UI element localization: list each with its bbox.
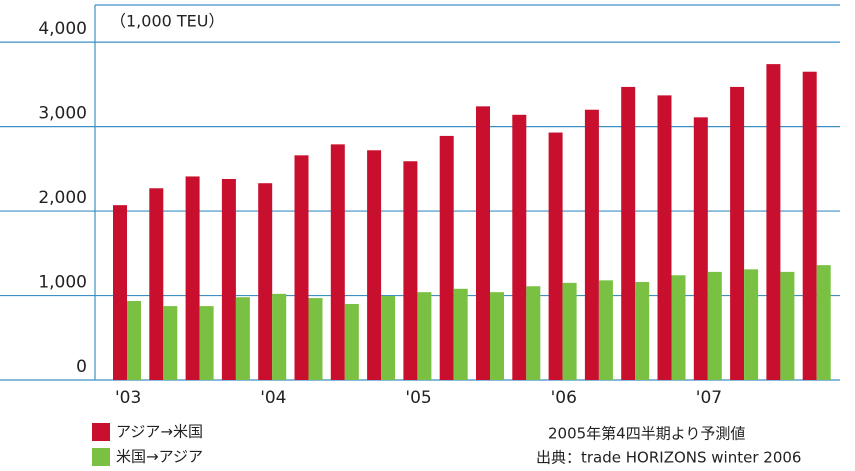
x-tick-label: '05	[405, 388, 431, 408]
bar	[163, 306, 178, 380]
bar	[294, 155, 309, 380]
x-tick-label: '04	[260, 388, 286, 408]
bar	[367, 150, 382, 380]
bar	[330, 144, 345, 380]
legend-label: 米国→アジア	[116, 448, 203, 466]
y-tick-label: 1,000	[38, 273, 87, 293]
x-tick-label: '03	[115, 388, 141, 408]
bar	[453, 288, 468, 380]
bar	[635, 282, 650, 380]
bar	[417, 292, 432, 380]
legend-swatch	[92, 448, 110, 466]
bar	[258, 183, 273, 380]
note: 出典：trade HORIZONS winter 2006	[536, 449, 801, 467]
bar	[584, 109, 599, 380]
y-tick-label: 4,000	[38, 19, 87, 39]
bar	[693, 117, 708, 380]
bar	[127, 301, 141, 380]
bar	[621, 86, 636, 381]
bar	[149, 188, 164, 380]
unit-label: （1,000 TEU）	[110, 12, 225, 31]
bar	[344, 303, 359, 380]
bar	[816, 265, 831, 380]
bar	[802, 71, 817, 381]
bar	[671, 275, 686, 380]
bar	[707, 271, 722, 380]
bar	[308, 298, 323, 380]
bar	[113, 205, 127, 380]
bar	[185, 176, 200, 380]
bar	[744, 269, 759, 380]
x-tick-label: '06	[551, 388, 577, 408]
bar	[598, 280, 613, 380]
bar	[490, 292, 504, 380]
bar	[403, 161, 418, 380]
bar	[381, 295, 396, 380]
y-tick-label: 0	[76, 357, 87, 377]
bar	[730, 86, 745, 381]
x-tick-label: '07	[696, 388, 722, 408]
note: 2005年第4四半期より予測値	[548, 425, 745, 443]
y-tick-label: 3,000	[38, 104, 87, 124]
legend-swatch	[92, 423, 110, 441]
bar	[526, 286, 541, 380]
bar	[512, 114, 527, 380]
y-tick-label: 2,000	[38, 188, 87, 208]
bar	[780, 271, 795, 380]
bar	[766, 64, 781, 381]
bar	[439, 135, 454, 380]
bar	[199, 306, 214, 380]
bar	[562, 282, 577, 380]
bar	[548, 132, 563, 380]
bar	[235, 297, 250, 380]
bar	[221, 178, 236, 380]
bar	[657, 95, 672, 381]
bar	[476, 106, 490, 380]
bar	[272, 293, 287, 380]
legend-label: アジア→米国	[116, 423, 203, 441]
